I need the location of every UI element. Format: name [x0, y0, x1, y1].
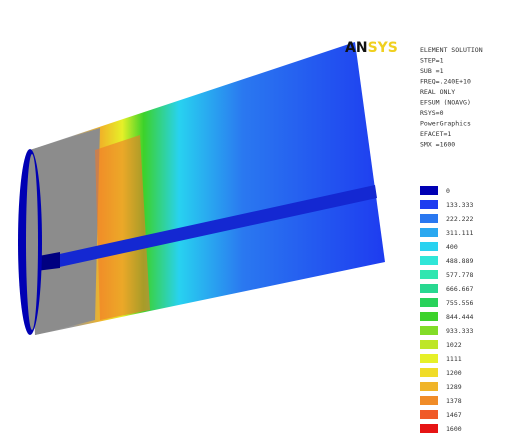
legend-swatch	[420, 228, 438, 237]
legend-label: 844.444	[446, 313, 473, 321]
legend-swatch	[420, 186, 438, 195]
info-line: FREQ=.240E+10	[420, 78, 471, 86]
legend-label: 755.556	[446, 299, 473, 307]
legend-label: 1600	[446, 425, 462, 433]
legend-swatch	[420, 368, 438, 377]
info-line: SMX =1600	[420, 141, 455, 149]
legend-swatch	[420, 382, 438, 391]
legend-label: 1111	[446, 355, 462, 363]
legend-swatch	[420, 312, 438, 321]
legend-swatch	[420, 256, 438, 265]
legend-swatch	[420, 326, 438, 335]
info-line: REAL ONLY	[420, 88, 455, 96]
legend-label: 933.333	[446, 327, 473, 335]
legend-label: 1022	[446, 341, 462, 349]
logo: ANSYS	[345, 40, 398, 56]
legend-label: 222.222	[446, 215, 473, 223]
legend-swatch	[420, 242, 438, 251]
legend-label: 1200	[446, 369, 462, 377]
legend-swatch	[420, 298, 438, 307]
info-line: EFACET=1	[420, 130, 451, 138]
logo-second: SYS	[368, 40, 398, 56]
info-line: STEP=1	[420, 57, 444, 65]
legend-label: 1289	[446, 383, 462, 391]
legend-swatch	[420, 200, 438, 209]
legend-label: 133.333	[446, 201, 473, 209]
info-line: RSYS=0	[420, 109, 444, 117]
info-line: SUB =1	[420, 67, 444, 75]
legend-label: 577.778	[446, 271, 473, 279]
legend-swatch	[420, 284, 438, 293]
info-line: ELEMENT SOLUTION	[420, 46, 483, 54]
legend-swatch	[420, 410, 438, 419]
legend-swatch	[420, 354, 438, 363]
legend-swatch	[420, 424, 438, 433]
ansys-window: ANSYS ELEMENT SOLUTION STEP=1 SUB =1 FREQ=.…	[0, 0, 529, 445]
info-line: EFSUM (NOAVG)	[420, 99, 471, 107]
legend-label: 666.667	[446, 285, 473, 293]
legend-label: 1467	[446, 411, 462, 419]
legend-label: 311.111	[446, 229, 473, 237]
legend-swatch	[420, 270, 438, 279]
legend-swatch	[420, 396, 438, 405]
legend-swatch	[420, 214, 438, 223]
info-line: PowerGraphics	[420, 120, 471, 128]
page: ANSYS ELEMENT SOLUTION STEP=1 SUB =1 FREQ=.…	[0, 0, 529, 445]
legend-swatch	[420, 340, 438, 349]
logo-first: AN	[345, 40, 368, 56]
legend-label: 0	[446, 187, 450, 195]
model-contour	[18, 42, 385, 335]
legend-label: 1378	[446, 397, 462, 405]
legend-label: 400	[446, 243, 458, 251]
legend-label: 488.889	[446, 257, 473, 265]
